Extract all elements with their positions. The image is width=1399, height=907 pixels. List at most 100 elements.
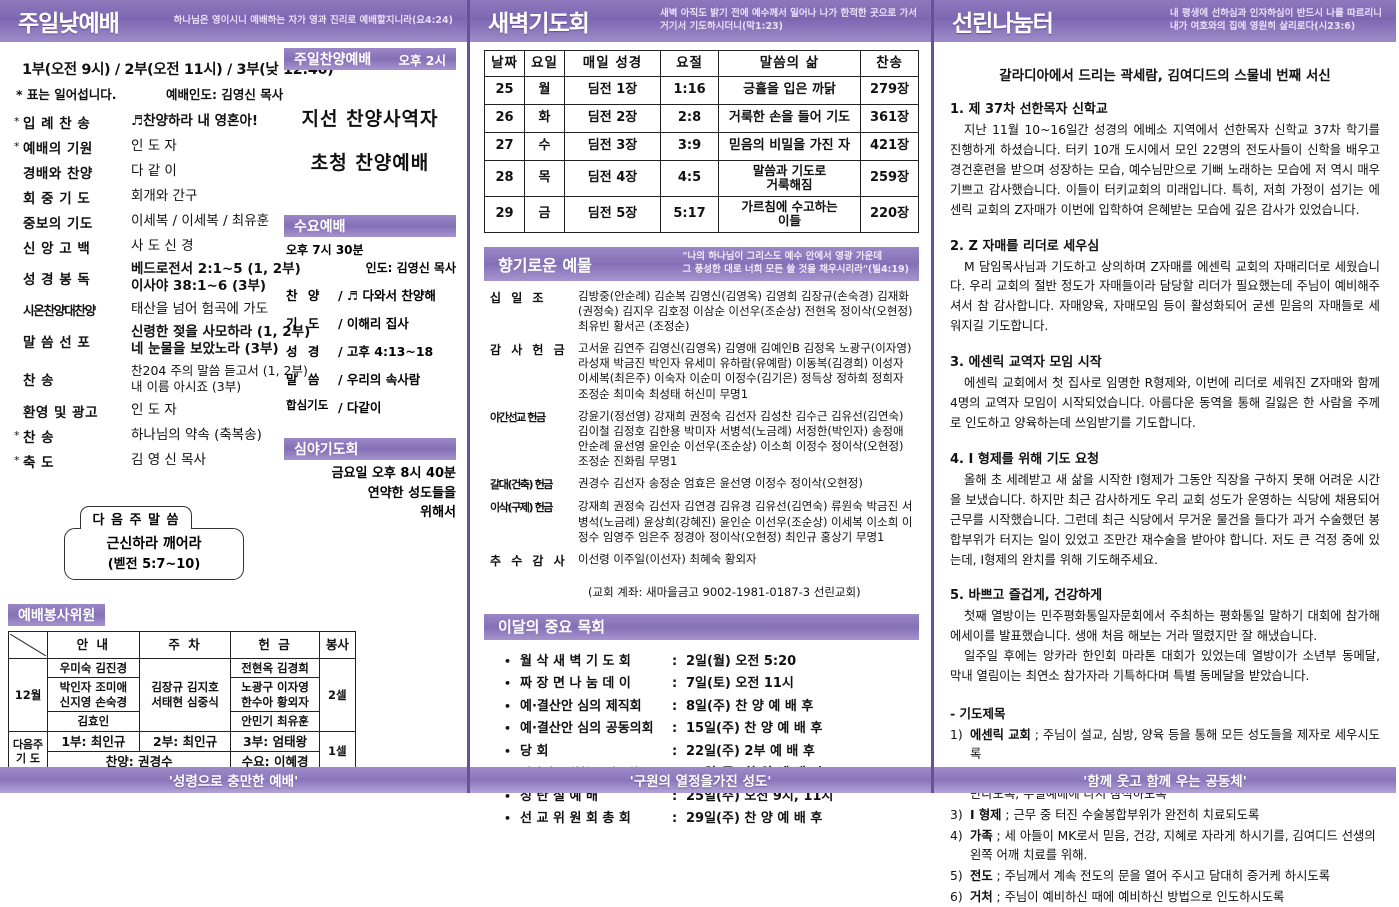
- worship-order-item: * 찬 송 하나님의 약속 (축복송): [14, 423, 467, 448]
- prayer-topic-body: ; 주님이 예비하신 때에 예비하신 방법으로 인도하시도록: [992, 890, 1285, 905]
- cell-daily-bible: 딤전 3장: [564, 132, 661, 161]
- order-value: 이세복 / 이세복 / 최유훈: [131, 213, 270, 230]
- prayer-topic-body: ; 근무 중 터진 수술봉합부위가 완전히 치료되도록: [1001, 808, 1260, 823]
- order-value: 태산을 넘어 험곡에 가도: [131, 301, 269, 318]
- cell-key-verse: 1:16: [660, 76, 719, 105]
- monthly-item: • 예·결산안 심의 제직회 : 8일(주) 찬 양 예 배 후: [504, 695, 919, 714]
- monthly-item-value: 8일(주) 찬 양 예 배 후: [686, 698, 814, 714]
- offering-title: 향기로운 예물: [498, 255, 592, 275]
- table-header-row: 날짜 요일 매일 성경 요절 말씀의 삶 찬송: [484, 50, 919, 77]
- order-value: 인 도 자: [131, 402, 177, 419]
- cell-weekday: 화: [524, 104, 565, 133]
- monthly-item-label: 선 교 위 원 회 총 회: [520, 811, 631, 827]
- order-label: 신 앙 고 백: [23, 240, 91, 257]
- standing-note: * 표는 일어섭니다.: [16, 87, 117, 102]
- worship-order-list: * 입 례 찬 송 ♬찬양하라 내 영혼아! * 예배의 기원 인 도 자 경배…: [0, 105, 467, 473]
- order-label: 중보의 기도: [23, 215, 93, 232]
- worship-order-item: 회 중 기 도 회개와 간구: [14, 184, 467, 209]
- order-label: 시온찬양대찬양: [23, 303, 96, 318]
- cell-hymn: 259장: [860, 160, 919, 197]
- cell-date: 27: [484, 132, 525, 161]
- next-week-word-ref: (벧전 5:7~10): [107, 557, 201, 572]
- order-value: 김 영 신 목사: [131, 452, 206, 469]
- sunday-praise-time: 오후 2시: [398, 52, 446, 68]
- standing-marker: *: [14, 140, 20, 153]
- table-row: 26 화 딤전 2장 2:8 거룩한 손을 들어 기도 361장: [484, 104, 919, 133]
- offering-row: 십 일 조 김방중(안순례) 김순복 김영신(김영옥) 김영희 김장규(손숙경)…: [490, 289, 917, 335]
- bullet-icon: •: [504, 722, 512, 736]
- table-row: 25 월 딤전 1장 1:16 긍휼을 입은 까닭 279장: [484, 76, 919, 105]
- committee-tag: 예배봉사위원: [8, 604, 106, 626]
- order-value-line2: 내 이름 아시죠 (3부): [131, 379, 242, 394]
- worship-order-item: 신 앙 고 백 사 도 신 경: [14, 234, 467, 259]
- bullet-icon: •: [504, 699, 512, 713]
- monthly-item-value: 29일(주) 찬 양 예 배 후: [686, 811, 823, 827]
- monthly-item-label: 당 회: [520, 743, 549, 759]
- wednesday-order-item: 말 씀 / 우리의 속사람: [284, 364, 456, 392]
- colon-separator: :: [672, 811, 678, 827]
- bullet-icon: •: [504, 744, 512, 758]
- cell-date: 26: [484, 104, 525, 133]
- order-label: 축 도: [23, 454, 55, 471]
- worship-order-item: 말 씀 선 포 신령한 젖을 사모하라 (1, 2부) 네 눈물을 보았노라 (…: [14, 322, 467, 360]
- table-row: 12월 우미숙 김진경 김장규 김지호 서태현 심중식 전현옥 김경희 2셀: [8, 657, 357, 732]
- footer-left: '성령으로 충만한 예배': [0, 767, 467, 793]
- prayer-topic-item: 6) 거처 ; 주님이 예비하신 때에 예비하신 방법으로 인도하시도록: [950, 888, 1380, 907]
- wednesday-service-tag: 수요예배: [284, 215, 456, 237]
- order-value: 하나님의 약속 (축복송): [131, 427, 262, 444]
- monthly-item-label: 월 삭 새 벽 기 도 회: [520, 653, 631, 669]
- offering-names: 이선령 이주일(이선자) 최혜숙 황외자: [578, 551, 757, 566]
- letter-section-heading: 2. Z 자매를 리더로 세우심: [950, 238, 1100, 254]
- worship-order-item: 시온찬양대찬양 태산을 넘어 험곡에 가도: [14, 297, 467, 322]
- worship-order-item: * 축 도 김 영 신 목사: [14, 448, 467, 473]
- left-side-panel: 주일찬양예배 오후 2시 지선 찬양사역자 초청 찬양예배 수요예배 오후 7시…: [284, 48, 456, 523]
- next-week-word-title: 근신하라 깨어라: [106, 536, 202, 552]
- worship-order-item: 찬 송 찬204 주의 말씀 듣고서 (1, 2부) 내 이름 아시죠 (3부): [14, 360, 467, 398]
- worship-order-item: * 예배의 기원 인 도 자: [14, 134, 467, 159]
- corner-cell: [8, 631, 48, 659]
- offering-category: 이삭(구제) 헌금: [490, 501, 553, 515]
- committee-table: 안 내 주 차 헌 금 봉사 12월 우미숙 김진경 김장규 김지호 서태현 심…: [8, 631, 357, 773]
- service-times: 1부(오전 9시) / 2부(오전 11시) / 3부(낮 12:40): [22, 62, 334, 78]
- cell-key-verse: 5:17: [660, 195, 719, 233]
- monthly-item-label: 짜 장 면 나 눔 데 이: [520, 676, 631, 692]
- prayer-topic-number: 1): [950, 728, 963, 743]
- guest-praise-notice: 지선 찬양사역자 초청 찬양예배: [284, 104, 456, 175]
- night-prayer-line3: 위해서: [420, 505, 456, 520]
- offering-cell-1: 전현옥 김경희: [230, 657, 320, 679]
- cell-daily-bible: 딤전 1장: [564, 76, 661, 105]
- offering-names: 김방중(안순례) 김순복 김영신(김영옥) 김영희 김장규(손숙경) 김재화(권…: [578, 288, 913, 333]
- order-value-line2: 네 눈물을 보았노라 (3부): [131, 341, 279, 357]
- dawn-prayer-body: 날짜 요일 매일 성경 요절 말씀의 삶 찬송 25 월 딤전 1장 1:16 …: [470, 42, 931, 826]
- prayer-topic-text: I 형제 ; 근무 중 터진 수술봉합부위가 완전히 치료되도록: [970, 806, 1259, 825]
- footer-middle: '구원의 열정을가진 성도': [470, 767, 931, 793]
- service-cell: 2셀: [318, 658, 357, 732]
- order-value-line1: 신령한 젖을 사모하라 (1, 2부): [131, 324, 311, 341]
- order-label: 환영 및 광고: [23, 404, 98, 421]
- banner-verse: 내 평생에 선하심과 인자하심이 반드시 나를 따르리니 내가 여호와의 집에 …: [1169, 8, 1382, 32]
- column-header-weekday: 요일: [524, 50, 565, 77]
- prayer-topic-item: 1) 에센릭 교회 ; 주님이 설교, 심방, 양육 등을 통해 모든 성도들을…: [950, 726, 1380, 764]
- order-value-line1: 베드로전서 2:1~5 (1, 2부): [131, 261, 301, 278]
- wednesday-order-label: 성 경: [286, 344, 323, 359]
- monthly-item-value: 2일(월) 오전 5:20: [686, 653, 797, 669]
- colon-separator: :: [672, 721, 678, 737]
- offering-cell-2: 노광구 이자영 한수아 황외자: [230, 677, 320, 713]
- prayer-topic-item: 3) I 형제 ; 근무 중 터진 수술봉합부위가 완전히 치료되도록: [950, 806, 1380, 825]
- cell-daily-bible: 딤전 4장: [564, 160, 661, 197]
- column-dawn-prayer: 새벽기도회 새벽 아직도 밝기 전에 예수께서 일어나 나가 한적한 곳으로 가…: [470, 0, 934, 826]
- banner-dawn-prayer: 새벽기도회 새벽 아직도 밝기 전에 예수께서 일어나 나가 한적한 곳으로 가…: [470, 0, 931, 42]
- colon-separator: :: [672, 676, 678, 692]
- column-header-parking: 주 차: [138, 631, 232, 659]
- column-header-life-word: 말씀의 삶: [718, 50, 861, 77]
- night-prayer-tag: 심야기도회: [284, 438, 456, 460]
- prayer-topic-subject: 가족: [970, 829, 993, 844]
- banner-title: 주일낮예배: [18, 11, 120, 37]
- order-label: 경배와 찬양: [23, 165, 93, 182]
- night-prayer-line2: 연약한 성도들을: [367, 485, 456, 501]
- cell-life-word: 믿음의 비밀을 가진 자: [718, 132, 861, 161]
- cell-life-word: 말씀과 기도로 거룩해짐: [718, 160, 861, 197]
- monthly-item-value: 15일(주) 찬 양 예 배 후: [686, 721, 823, 737]
- monthly-item-label: 예·결산안 심의 제직회: [520, 698, 642, 714]
- banner-sunday-service: 주일낮예배 하나님은 영이시니 예배하는 자가 영과 진리로 예배할지니라(요4…: [0, 0, 467, 42]
